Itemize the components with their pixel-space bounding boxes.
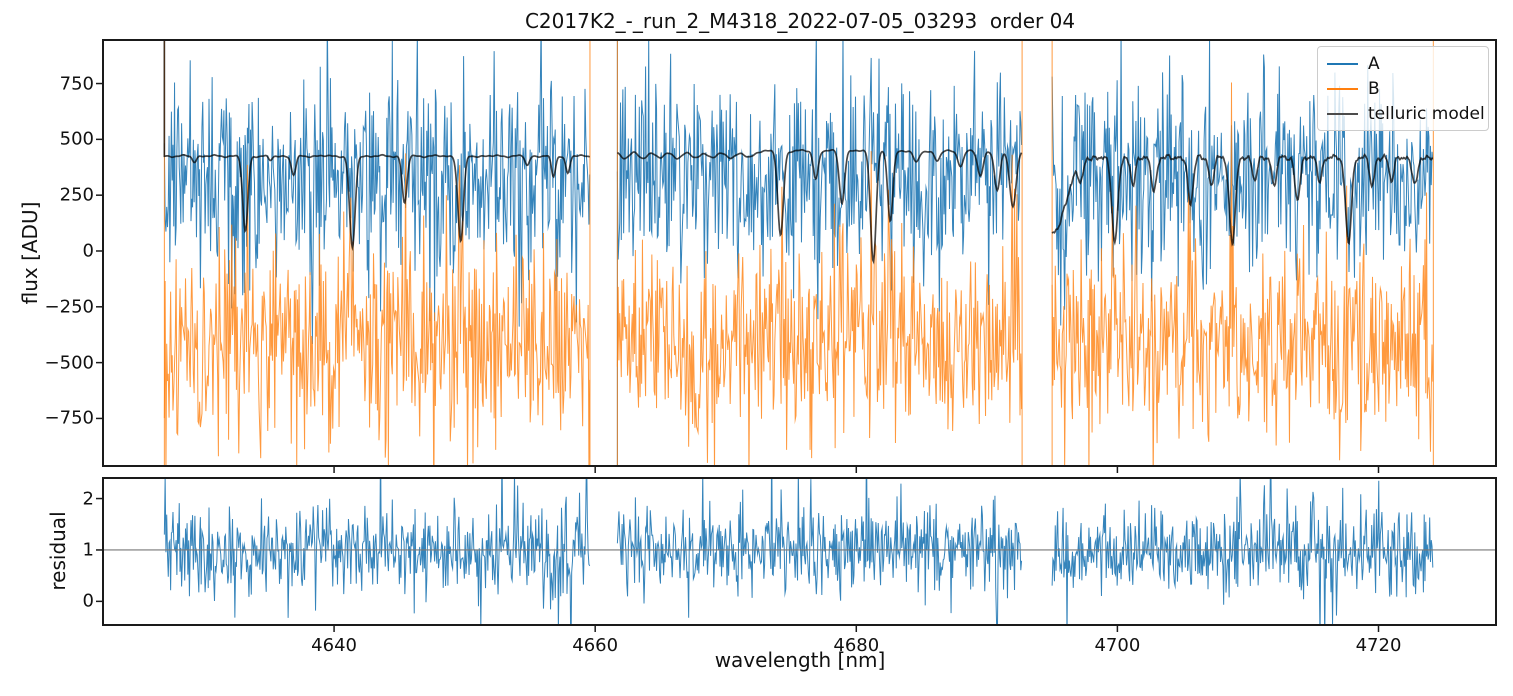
flux-y-tick-label-0: 0: [82, 240, 94, 262]
page-title: C2017K2_-_run_2_M4318_2022-07-05_03293 o…: [524, 9, 1076, 33]
flux-y-tick-label--750: −750: [44, 407, 94, 429]
legend-label-b: B: [1368, 78, 1380, 99]
flux-axis-label: flux [ADU]: [18, 201, 42, 305]
series-b-line-sample: [1327, 87, 1358, 90]
legend-item-telluric: telluric model: [1318, 102, 1488, 126]
telluric-model-line-sample: [1327, 112, 1358, 115]
legend-label-a: A: [1368, 53, 1380, 74]
legend: A B telluric model: [1317, 46, 1489, 131]
residual-axis-label: residual: [46, 511, 70, 591]
residual-y-tick-label-1: 1: [82, 539, 94, 561]
legend-label-telluric: telluric model: [1368, 103, 1485, 124]
flux-y-tick-label-250: 250: [59, 184, 94, 206]
residual-y-tick-label-0: 0: [82, 590, 94, 612]
flux-y-tick-label--500: −500: [44, 352, 94, 374]
legend-item-b: B: [1318, 77, 1488, 101]
flux-y-tick-label-750: 750: [59, 73, 94, 95]
x-tick-label-4720: 4720: [1355, 635, 1402, 656]
x-tick-label-4660: 4660: [572, 635, 619, 656]
flux-y-tick-label-500: 500: [59, 128, 94, 150]
x-tick-label-4680: 4680: [833, 635, 880, 656]
series-a-line-sample: [1327, 62, 1358, 65]
wavelength-axis-label: wavelength [nm]: [714, 648, 886, 672]
flux-y-tick-label--250: −250: [44, 296, 94, 318]
x-tick-label-4640: 4640: [311, 635, 357, 656]
residual-y-tick-label-2: 2: [82, 488, 94, 510]
legend-item-a: A: [1318, 52, 1488, 76]
x-tick-label-4700: 4700: [1094, 635, 1141, 656]
